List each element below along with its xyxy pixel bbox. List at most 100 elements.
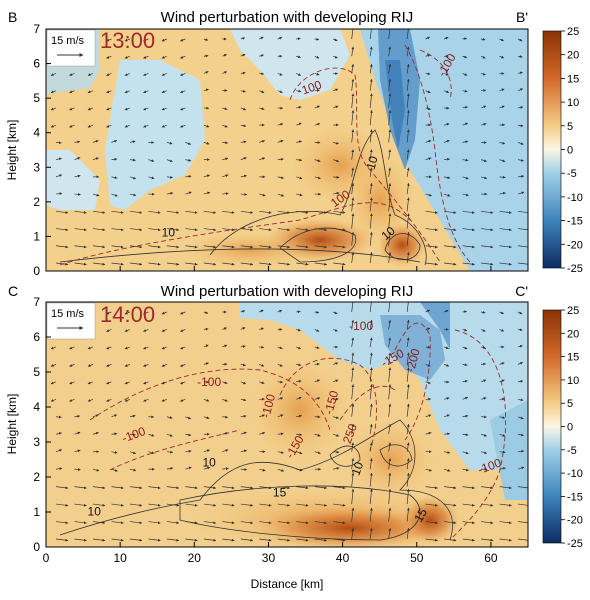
wind-vector [222,381,228,384]
contour-label: -150 [321,389,341,416]
wind-vector [203,228,217,232]
wind-vector [203,124,210,128]
colorbar-tick-label: -25 [567,538,583,550]
wind-vector [203,141,210,145]
colorbar-tick-label: 25 [567,26,579,38]
wind-vector [106,346,112,350]
y-tick-label: 0 [33,540,40,554]
wind-vector [203,344,209,348]
wind-vector [425,414,432,418]
wind-vector [369,183,373,195]
wind-vector [517,191,525,195]
wind-vector [92,468,100,472]
wind-vector [351,197,355,212]
wind-vector [259,90,265,93]
wind-vector [185,486,198,490]
wind-vector [50,90,57,94]
wind-vector [443,123,450,126]
wind-vector [87,124,94,128]
wind-vector [277,432,284,436]
wind-vector [369,129,373,143]
wind-vector [240,398,247,402]
wind-vector [277,346,283,350]
wind-vector [55,245,69,249]
wind-vector [296,310,301,314]
wind-vector [462,396,469,400]
colorbar-tick-label: -5 [567,168,577,180]
wind-vector [143,107,149,111]
wind-vector [444,521,457,525]
colorbar-tick-label: -10 [567,192,583,204]
wind-vector [296,328,301,332]
wind-vector [259,431,266,435]
wind-vector [462,328,468,332]
wind-vector [222,174,229,178]
wind-vector [166,538,180,542]
wind-vector [296,210,309,214]
wind-vector [462,433,469,437]
wind-vector [462,55,468,59]
wind-vector [259,157,266,160]
wind-vector [480,379,487,383]
chart-title-bottom: Wind perturbation with developing RIJ [161,283,414,300]
wind-vector [351,527,355,540]
wind-vector [296,521,309,525]
wind-vector [443,36,449,40]
wind-vector [222,157,229,161]
wind-vector [161,398,168,402]
wind-vector [296,414,302,418]
wind-vector [203,398,210,402]
wind-vector [388,46,392,57]
wind-vector [406,93,410,108]
wind-vector [443,193,451,197]
wind-vector [166,262,180,266]
wind-vector [369,302,373,313]
wind-vector [351,472,355,487]
wind-vector [517,88,524,92]
wind-vector [314,210,327,214]
wind-vector [129,521,143,525]
wind-vector [259,245,272,249]
wind-vector [333,416,339,419]
wind-vector [444,245,457,249]
wind-vector [259,36,264,40]
colorbar-tick-label: -20 [567,515,583,527]
colorbar-tick-label: -15 [567,491,583,503]
wind-vector [480,503,494,507]
wind-vector [161,124,168,128]
wind-vector [180,398,186,402]
wind-vector [499,521,512,525]
wind-vector [369,367,373,382]
wind-vector [314,55,320,59]
wind-vector [74,449,81,453]
wind-vector [406,319,410,330]
wind-vector [87,346,94,350]
wind-vector [92,431,99,435]
wind-vector [87,398,94,402]
wind-vector [388,29,392,40]
wind-vector [222,327,227,330]
colorbar-tick-label: -10 [567,468,583,480]
wind-vector [69,90,75,94]
wind-vector [222,467,229,471]
wind-vector [333,521,346,525]
wind-vector [425,431,432,435]
wind-vector [499,175,506,179]
wind-vector [406,337,410,347]
wind-vector [406,63,410,74]
wind-vector [161,90,168,94]
wind-vector [406,29,410,40]
wind-vector [444,503,457,507]
wind-vector [351,129,355,143]
wind-vector [425,54,431,57]
wind-vector [55,538,69,542]
wind-vector [106,73,112,76]
wind-vector [124,346,131,350]
wind-vector [296,37,301,41]
wind-vector [222,344,228,348]
x-tick-label: 60 [484,551,498,565]
colorbar-tick-label: 5 [567,121,573,133]
y-tick-label: 3 [33,435,40,449]
wind-vector [50,381,57,385]
wind-vector [333,328,338,332]
